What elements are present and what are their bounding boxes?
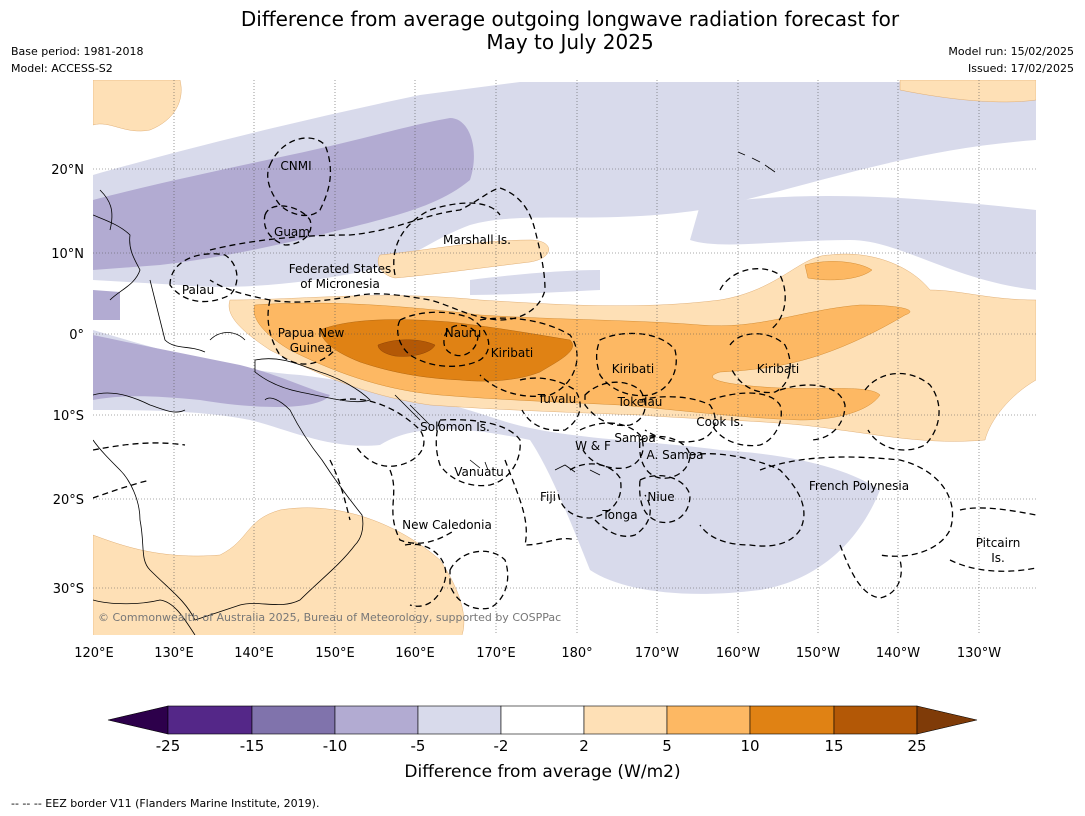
anomaly-mid-purple: [93, 118, 474, 407]
longitude-labels: 120°E 130°E 140°E 150°E 160°E 170°E 180°…: [74, 646, 1001, 661]
label-cook: Cook Is.: [696, 415, 743, 429]
colorbar-segment: [500, 705, 585, 735]
label-tuvalu: Tuvalu: [537, 392, 577, 406]
label-pitcairn-1: Pitcairn: [976, 536, 1021, 550]
label-png-1: Papua New: [278, 326, 345, 340]
label-fsm-2: of Micronesia: [300, 277, 380, 291]
label-vanuatu: Vanuatu: [454, 465, 504, 479]
colorbar-segment: [334, 705, 419, 735]
copyright-notice: © Commonwealth of Australia 2025, Bureau…: [98, 611, 561, 624]
colorbar-segment: [167, 705, 253, 735]
anomaly-brown: [377, 339, 436, 357]
meta-left: Base period: 1981-2018 Model: ACCESS-S2: [11, 43, 143, 77]
label-asamoa: A. Samoa: [647, 448, 704, 462]
colorbar-segment: [833, 705, 918, 735]
colorbar: -25 -15 -10 -5 -2 2 5 10 15 25: [107, 705, 978, 755]
colorbar-extend-low: [107, 705, 169, 735]
colorbar-tick-label: -2: [494, 737, 509, 755]
colorbar-title: Difference from average (W/m2): [404, 762, 681, 782]
lon-label: 160°E: [395, 646, 435, 661]
lat-label: 30°S: [53, 582, 84, 597]
colorbar-segment: [583, 705, 668, 735]
label-solomon: Solomon Is.: [420, 420, 490, 434]
eez-borders: [93, 137, 1036, 610]
colorbar-segment: [749, 705, 835, 735]
lon-label: 180°: [561, 646, 592, 661]
label-marshall: Marshall Is.: [443, 233, 511, 247]
title-line-2: May to July 2025: [486, 30, 654, 54]
colorbar-tick-label: 2: [579, 737, 589, 755]
meta-right: Model run: 15/02/2025 Issued: 17/02/2025: [948, 43, 1074, 77]
label-samoa: Samoa: [614, 431, 655, 445]
lon-label: 120°E: [74, 646, 114, 661]
lon-label: 140°E: [234, 646, 274, 661]
lon-label: 130°E: [154, 646, 194, 661]
lat-label: 0°: [69, 328, 84, 343]
label-nauru: Nauru: [445, 326, 481, 340]
colorbar-segment: [666, 705, 751, 735]
lat-label: 10°N: [51, 247, 84, 262]
title-line-1: Difference from average outgoing longwav…: [240, 7, 900, 31]
colorbar-tick-label: -25: [156, 737, 181, 755]
coastlines: [93, 151, 776, 635]
label-pitcairn-2: Is.: [991, 551, 1005, 565]
lat-label: 20°S: [53, 493, 84, 508]
base-period: Base period: 1981-2018: [11, 45, 144, 58]
lon-label: 170°E: [476, 646, 516, 661]
lon-label: 170°W: [635, 646, 679, 661]
lon-label: 150°E: [315, 646, 355, 661]
colorbar-tick-label: 25: [907, 737, 926, 755]
lon-label: 150°W: [796, 646, 840, 661]
issued-date: Issued: 17/02/2025: [967, 62, 1074, 75]
label-french-polynesia: French Polynesia: [809, 479, 909, 493]
latitude-labels: 20°N 10°N 0° 10°S 20°S 30°S: [51, 163, 84, 597]
lon-label: 130°W: [957, 646, 1001, 661]
label-fsm-1: Federated States: [289, 262, 391, 276]
lat-label: 20°N: [51, 163, 84, 178]
label-tonga: Tonga: [601, 508, 637, 522]
chart-title: Difference from average outgoing longwav…: [170, 8, 970, 54]
model-run: Model run: 15/02/2025: [948, 45, 1074, 58]
colorbar-tick-label: -5: [411, 737, 426, 755]
label-fiji: Fiji: [540, 490, 556, 504]
label-png-2: Guinea: [290, 341, 333, 355]
place-labels: CNMI Guam Marshall Is. Federated States …: [182, 159, 1020, 565]
label-kiribati-west: Kiribati: [491, 346, 533, 360]
label-kiribati-east: Kiribati: [757, 362, 799, 376]
colorbar-segment: [251, 705, 336, 735]
colorbar-tick-label: 15: [824, 737, 843, 755]
lon-label: 160°W: [716, 646, 760, 661]
colorbar-segment: [417, 705, 502, 735]
label-niue: Niue: [647, 490, 674, 504]
label-tokelau: Tokelau: [617, 395, 663, 409]
label-wf: W & F: [575, 439, 611, 453]
lon-label: 140°W: [876, 646, 920, 661]
label-palau: Palau: [182, 283, 214, 297]
label-cnmi: CNMI: [280, 159, 311, 173]
colorbar-tick-label: -15: [240, 737, 265, 755]
colorbar-tick-label: 5: [662, 737, 672, 755]
lat-label: 10°S: [53, 409, 84, 424]
colorbar-extend-high: [916, 705, 978, 735]
eez-legend-note: -- -- -- EEZ border V11 (Flanders Marine…: [11, 797, 320, 810]
colorbar-tick-label: 10: [740, 737, 759, 755]
map-plot: CNMI Guam Marshall Is. Federated States …: [93, 80, 1036, 635]
colorbar-tick-label: -10: [323, 737, 348, 755]
colorbar-ticks: -25 -15 -10 -5 -2 2 5 10 15 25: [156, 737, 927, 755]
model-name: Model: ACCESS-S2: [11, 62, 113, 75]
gridlines: [93, 80, 1036, 635]
label-guam: Guam: [274, 225, 310, 239]
label-new-caledonia: New Caledonia: [402, 518, 492, 532]
label-kiribati-central: Kiribati: [612, 362, 654, 376]
